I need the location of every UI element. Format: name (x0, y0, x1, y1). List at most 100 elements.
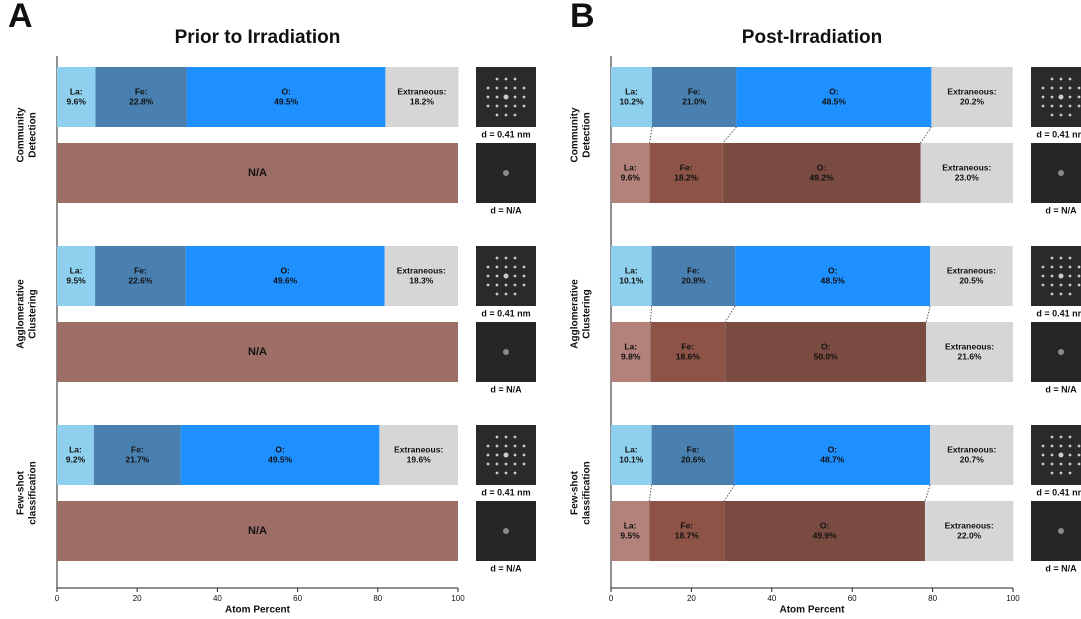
fft-spot (1078, 87, 1081, 90)
segment-name: Extraneous: (947, 86, 996, 96)
segment-name: La: (70, 265, 83, 275)
connector (724, 485, 734, 501)
fft-spot (1042, 445, 1045, 448)
fft-spot (1069, 275, 1072, 278)
fft-spot (1069, 293, 1072, 296)
fft-spot (1042, 463, 1045, 466)
segment-value: 50.0% (814, 351, 839, 361)
fft-spot (523, 275, 526, 278)
segment-name: Extraneous: (942, 162, 991, 172)
segment-value: 9.8% (621, 351, 641, 361)
fft-spot (1060, 87, 1063, 90)
segment-value: 49.2% (810, 172, 835, 182)
segment-name: O: (280, 265, 290, 275)
fft-spot (514, 87, 517, 90)
fft-spot (1051, 257, 1054, 260)
fft-spot (1060, 472, 1063, 475)
connector (725, 306, 735, 322)
fft-spot (1069, 463, 1072, 466)
fft-spot (1051, 284, 1054, 287)
segment-value: 10.1% (619, 275, 644, 285)
segment-value: 9.6% (67, 96, 87, 106)
fft-spot (503, 170, 509, 176)
fft-spot (1051, 87, 1054, 90)
fft-spot (505, 472, 508, 475)
fft-spot (496, 436, 499, 439)
fft-spot (514, 436, 517, 439)
fft-spot (523, 87, 526, 90)
fft-spot (1042, 87, 1045, 90)
fft-spot (1069, 445, 1072, 448)
fft-spot (1051, 293, 1054, 296)
connector (650, 127, 652, 143)
segment-value: 9.5% (66, 275, 86, 285)
fft-spot (523, 105, 526, 108)
fft-image (1031, 246, 1081, 306)
image-label: d = 0.41 nm (1036, 487, 1081, 497)
x-tick-label: 0 (609, 594, 614, 603)
fft-spot (1069, 87, 1072, 90)
fft-spot (505, 257, 508, 260)
fft-spot (1069, 114, 1072, 117)
fft-spot (487, 87, 490, 90)
fft-spot (487, 105, 490, 108)
fft-spot (514, 445, 517, 448)
segment-name: Extraneous: (397, 265, 446, 275)
fft-spot (496, 284, 499, 287)
fft-spot (505, 105, 508, 108)
group-label: Few-shot (16, 470, 27, 515)
segment-name: Fe: (687, 265, 700, 275)
fft-spot (1058, 349, 1064, 355)
segment-name: La: (625, 86, 638, 96)
segment-value: 23.0% (955, 172, 980, 182)
fft-spot (523, 463, 526, 466)
segment-name: Extraneous: (945, 341, 994, 351)
segment-name: O: (828, 265, 838, 275)
group-label: Detection (582, 112, 593, 158)
fft-spot (1042, 275, 1045, 278)
segment-value: 9.5% (620, 530, 640, 540)
segment-value: 49.5% (274, 96, 299, 106)
panel-title: Post-Irradiation (742, 27, 882, 48)
fft-image (1031, 322, 1081, 382)
segment-name: La: (624, 341, 637, 351)
fft-spot (1078, 105, 1081, 108)
fft-spot (1069, 284, 1072, 287)
fft-spot (514, 105, 517, 108)
fft-spot (496, 293, 499, 296)
image-label: d = 0.41 nm (1036, 129, 1081, 139)
fft-spot (505, 114, 508, 117)
segment-value: 18.7% (675, 530, 700, 540)
fft-spot (1042, 454, 1045, 457)
fft-spot (1051, 105, 1054, 108)
connector (926, 306, 930, 322)
fft-spot (496, 78, 499, 81)
fft-spot (505, 284, 508, 287)
segment-value: 9.6% (621, 172, 641, 182)
fft-spot (1060, 293, 1063, 296)
fft-spot (505, 445, 508, 448)
segment-name: Extraneous: (947, 265, 996, 275)
fft-spot (1051, 472, 1054, 475)
fft-spot (1051, 445, 1054, 448)
image-label: d = N/A (1045, 205, 1077, 215)
segment-name: Fe: (131, 444, 144, 454)
segment-name: La: (624, 520, 637, 530)
segment-name: Fe: (680, 162, 693, 172)
segment-value: 19.6% (407, 454, 432, 464)
fft-spot (1060, 257, 1063, 260)
fft-spot (1078, 266, 1081, 269)
segment-value: 22.6% (128, 275, 153, 285)
connector (925, 485, 930, 501)
fft-spot (1051, 96, 1054, 99)
fft-spot (1069, 105, 1072, 108)
segment-value: 48.7% (820, 454, 845, 464)
fft-spot (496, 266, 499, 269)
fft-spot (496, 454, 499, 457)
x-axis-label: Atom Percent (779, 605, 845, 616)
fft-spot (1042, 105, 1045, 108)
fft-spot (505, 436, 508, 439)
fft-spot (1051, 78, 1054, 81)
fft-spot (496, 257, 499, 260)
fft-spot (514, 275, 517, 278)
